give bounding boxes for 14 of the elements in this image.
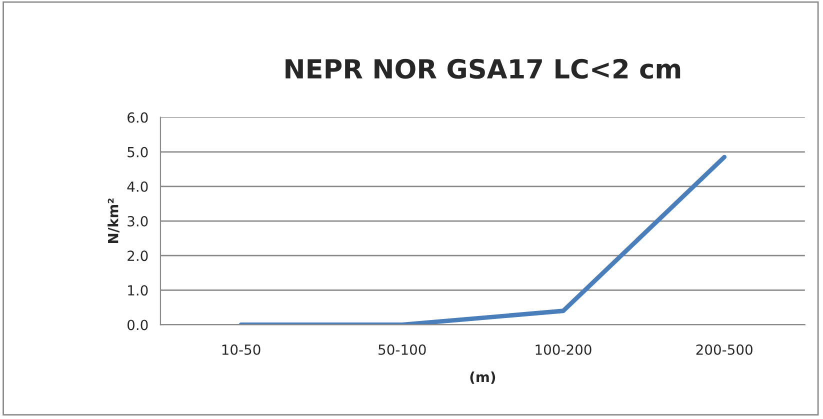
y-tick-label: 3.0: [128, 216, 148, 226]
y-tick-label: 0.0: [128, 320, 148, 330]
x-tick-label: 200-500: [696, 344, 752, 355]
chart-title: NEPR NOR GSA17 LC<2 cm: [286, 58, 680, 79]
y-tick-label: 1.0: [128, 285, 148, 296]
x-axis-title: (m): [470, 372, 496, 384]
y-tick-label: 4.0: [127, 181, 148, 192]
x-tick-label: 10-50: [222, 344, 260, 355]
x-tick-label: 100-200: [536, 344, 592, 355]
y-tick-label: 6.0: [128, 112, 148, 123]
y-axis-title: N/km²: [108, 198, 120, 243]
y-tick-label: 5.0: [128, 146, 148, 158]
y-tick-label: 2.0: [128, 250, 148, 262]
x-tick-label: 50-100: [378, 344, 426, 355]
